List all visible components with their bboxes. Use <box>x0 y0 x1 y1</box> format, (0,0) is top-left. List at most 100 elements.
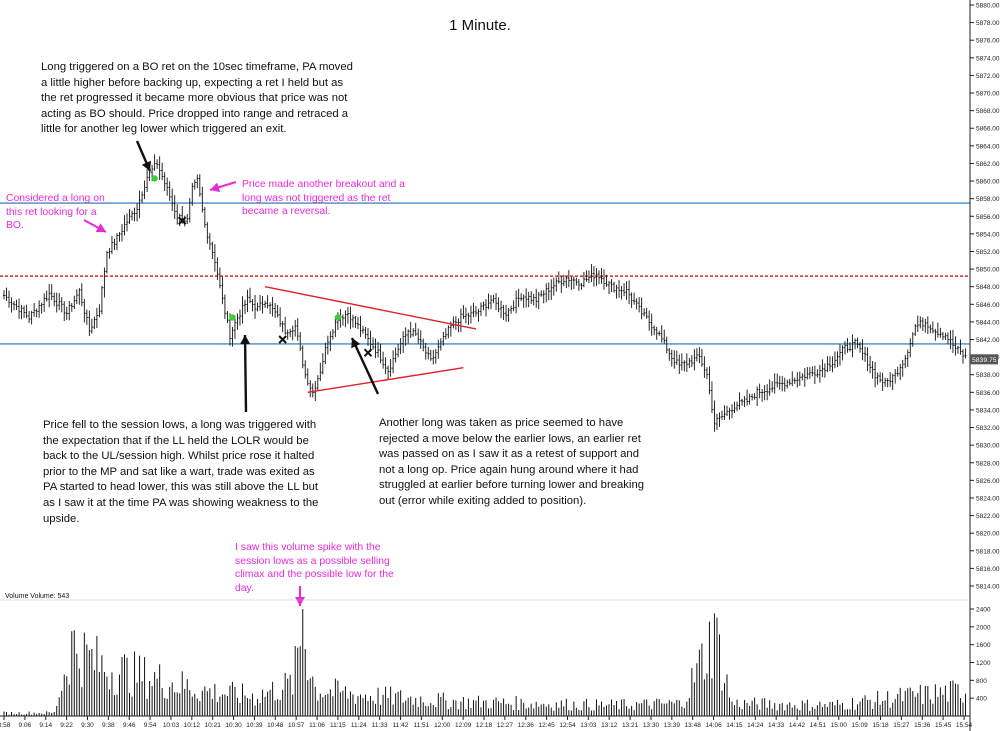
ohlc-bar <box>216 257 219 280</box>
ohlc-bar <box>284 316 287 335</box>
ohlc-bar <box>620 285 623 300</box>
ohlc-bar <box>761 388 764 402</box>
ohlc-bar <box>545 283 548 303</box>
ohlc-bar <box>173 195 176 220</box>
ohlc-bar <box>188 198 191 223</box>
ohlc-bar <box>650 313 653 336</box>
ohlc-bar <box>532 293 535 306</box>
ohlc-bar <box>708 366 711 395</box>
ohlc-bar <box>346 306 350 324</box>
ohlc-bar <box>633 292 636 305</box>
ohlc-bar <box>392 350 395 374</box>
ohlc-bar <box>223 294 227 319</box>
ohlc-bar <box>78 288 81 305</box>
time-tick-label: 14:42 <box>789 722 806 729</box>
ohlc-bar <box>55 292 58 313</box>
time-tick-label: 12:45 <box>538 722 555 729</box>
ohlc-bar <box>2 290 6 300</box>
ohlc-bar <box>612 281 616 293</box>
ohlc-bar <box>120 223 124 242</box>
ohlc-bar <box>713 400 716 432</box>
time-axis[interactable]: 8:58 9:06 9:14 9:22 9:30 9:38 9:46 9:54 10:03 10:… <box>0 716 973 729</box>
ohlc-bar <box>504 304 508 322</box>
time-tick-label: 15:00 <box>831 722 848 729</box>
price-tick-label: 5842.00 <box>976 337 1000 344</box>
ohlc-bar <box>497 297 500 313</box>
ohlc-bar <box>665 336 668 354</box>
exit-x-marker <box>178 216 187 225</box>
ohlc-bar <box>688 358 691 368</box>
ohlc-bar <box>806 367 809 380</box>
ohlc-bar <box>48 283 51 308</box>
ohlc-bar <box>638 297 641 313</box>
price-tick-label: 5846.00 <box>976 302 1000 309</box>
time-tick-label: 13:12 <box>601 722 618 729</box>
ohlc-bar <box>63 301 66 322</box>
ohlc-bar <box>281 320 284 333</box>
ohlc-bar <box>575 277 578 286</box>
volume-axis[interactable]: 2400 2000 1600 1200 800 400 <box>970 607 991 703</box>
ohlc-bar <box>10 297 13 313</box>
ohlc-bar <box>196 174 199 189</box>
time-tick-label: 15:54 <box>956 722 973 729</box>
ohlc-bar <box>22 305 26 318</box>
ohlc-bar <box>309 380 312 398</box>
ohlc-bar <box>778 375 781 390</box>
ohlc-bar <box>906 349 909 367</box>
ohlc-bar <box>349 306 352 329</box>
ohlc-bar <box>919 316 922 329</box>
ohlc-bar <box>570 276 573 290</box>
ohlc-bar <box>768 379 771 396</box>
ohlc-bar <box>407 329 410 344</box>
ohlc-bar <box>100 285 104 315</box>
ohlc-bar <box>276 304 279 318</box>
ohlc-bar <box>600 268 603 284</box>
ohlc-bar <box>311 383 314 398</box>
time-tick-label: 8:58 <box>0 722 11 729</box>
ohlc-bar <box>740 398 744 406</box>
ohlc-bar <box>163 172 166 192</box>
time-tick-label: 13:39 <box>664 722 681 729</box>
ohlc-bar <box>201 186 204 213</box>
ohlc-bar <box>319 362 322 382</box>
ohlc-bar <box>206 222 209 244</box>
ohlc-bar <box>675 350 678 366</box>
time-tick-label: 15:45 <box>935 722 952 729</box>
ohlc-bar <box>171 188 174 212</box>
ohlc-bar <box>376 341 380 358</box>
ohlc-bar <box>751 393 754 401</box>
ohlc-bar <box>98 304 101 318</box>
ohlc-bar <box>630 292 633 308</box>
time-tick-label: 11:33 <box>372 722 388 729</box>
ohlc-bar <box>261 295 264 314</box>
ohlc-bar <box>243 299 247 314</box>
ohlc-bar <box>369 330 372 353</box>
ohlc-bar <box>125 213 129 232</box>
ohlc-bar <box>635 298 638 310</box>
ohlc-bar <box>193 179 196 190</box>
ohlc-bar <box>80 283 83 307</box>
volume-tick-label: 2400 <box>976 607 991 614</box>
ohlc-bar <box>602 269 606 290</box>
ohlc-bar <box>70 303 73 312</box>
time-tick-label: 9:38 <box>102 722 115 729</box>
ohlc-bar <box>128 208 131 225</box>
ohlc-bar <box>334 316 337 338</box>
ohlc-bar <box>208 232 211 250</box>
consider-long-note: Considered a long on this ret looking fo… <box>6 193 105 232</box>
ohlc-bar <box>550 279 553 300</box>
ohlc-bar <box>525 288 528 308</box>
ohlc-bar <box>520 293 523 302</box>
ohlc-bar <box>90 318 93 334</box>
ohlc-bar <box>793 377 796 384</box>
ohlc-bar <box>560 276 563 293</box>
ohlc-bar <box>595 268 598 287</box>
ohlc-bar <box>811 366 814 377</box>
ohlc-bar <box>868 355 872 374</box>
ohlc-bar <box>823 363 827 378</box>
ohlc-bar <box>30 310 33 325</box>
triangle-upper-line <box>264 286 477 330</box>
ohlc-bar <box>379 343 382 364</box>
